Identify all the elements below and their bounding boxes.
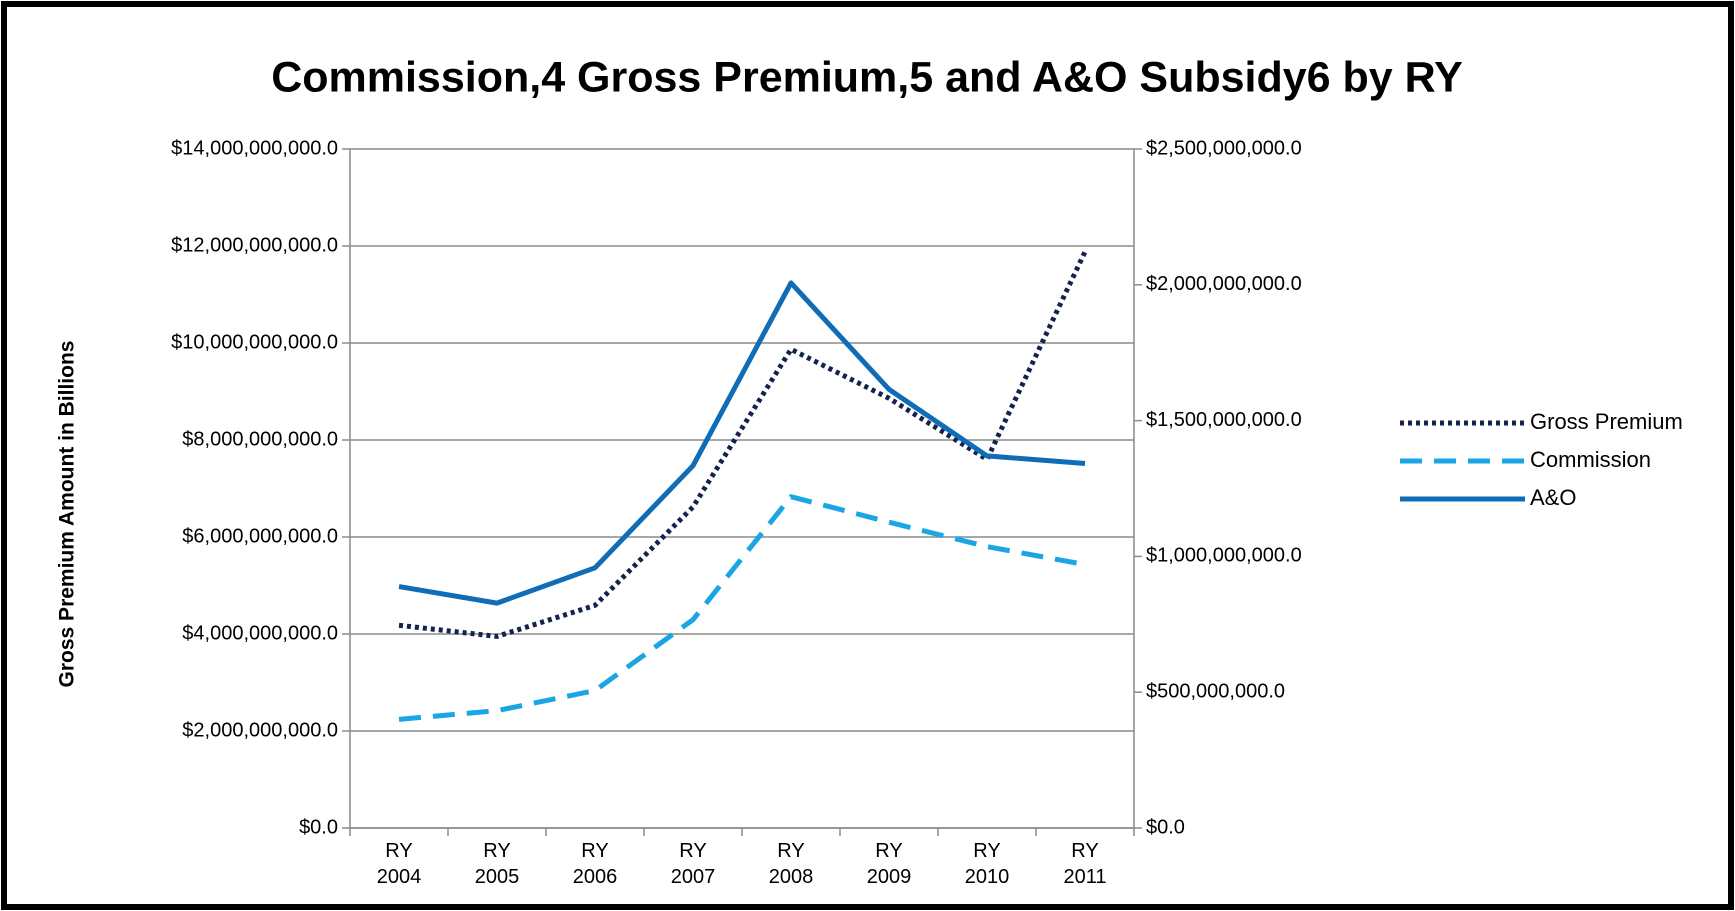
legend-label: A&O [1530, 485, 1576, 510]
line-series [398, 494, 1086, 722]
y2-tick-label: $500,000,000.0 [1146, 680, 1285, 702]
y2-tick-label: $0.0 [1146, 816, 1185, 838]
y2-tick-label: $1,000,000,000.0 [1146, 545, 1302, 567]
y-tick-label: $8,000,000,000.0 [182, 428, 338, 450]
line-series [398, 250, 1088, 639]
y-tick-label: $6,000,000,000.0 [182, 525, 338, 547]
y-tick-label: $12,000,000,000.0 [171, 234, 338, 256]
line-series [398, 280, 1086, 606]
x-tick-label: RY 2005 [474, 840, 520, 888]
x-tick-label: RY 2009 [866, 840, 912, 888]
x-tick-label: RY 2007 [670, 840, 716, 888]
legend-label: Commission [1530, 447, 1651, 472]
y-tick-label: $14,000,000,000.0 [171, 137, 338, 159]
y-tick-label: $10,000,000,000.0 [171, 331, 338, 353]
x-tick-label: RY 2011 [1063, 840, 1107, 888]
legend-label: Gross Premium [1530, 409, 1683, 434]
x-tick-label: RY 2004 [376, 840, 422, 888]
x-tick-label: RY 2006 [572, 840, 618, 888]
y-tick-label: $2,000,000,000.0 [182, 719, 338, 741]
x-tick-label: RY 2010 [964, 840, 1010, 888]
y-tick-label: $4,000,000,000.0 [182, 622, 338, 644]
y2-tick-label: $2,000,000,000.0 [1146, 273, 1302, 295]
y-axis-label: Gross Premium Amount in Billions [56, 341, 79, 688]
y2-tick-label: $2,500,000,000.0 [1146, 137, 1302, 159]
chart-title: Commission,4 Gross Premium,5 and A&O Sub… [271, 53, 1463, 101]
y-tick-label: $0.0 [299, 816, 338, 838]
y2-tick-label: $1,500,000,000.0 [1146, 409, 1302, 431]
x-tick-label: RY 2008 [768, 840, 814, 888]
